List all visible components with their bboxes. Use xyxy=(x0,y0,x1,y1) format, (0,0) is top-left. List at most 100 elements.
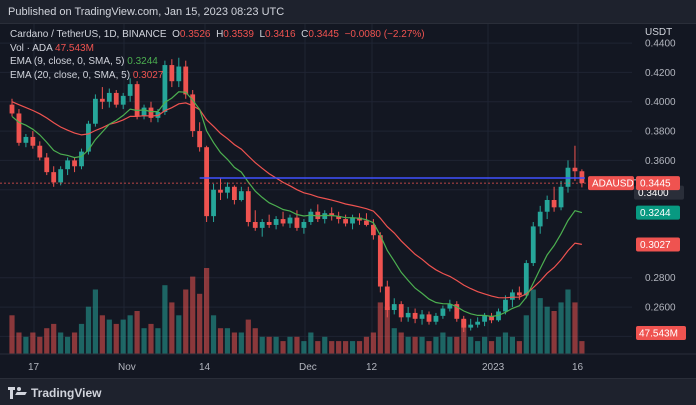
volume-bar xyxy=(356,341,363,354)
volume-bar xyxy=(238,332,244,354)
volume-bar xyxy=(349,341,356,354)
legend-ema9-row[interactable]: EMA (9, close, 0, SMA, 5) 0.3244 xyxy=(10,55,425,69)
candle xyxy=(72,157,77,173)
volume-bar xyxy=(294,336,300,354)
candle xyxy=(558,180,564,211)
volume-bar xyxy=(308,332,314,354)
volume-bar xyxy=(134,311,140,354)
candle xyxy=(523,260,529,299)
candle xyxy=(266,214,272,228)
volume-bar xyxy=(516,341,522,354)
volume-bar xyxy=(482,336,488,354)
candle xyxy=(315,204,321,222)
time-axis[interactable]: 17 Nov 14 Dec 12 2023 16 xyxy=(0,353,696,373)
volume-bar xyxy=(273,336,279,354)
candle xyxy=(572,145,578,181)
candle xyxy=(113,90,119,108)
x-tick: 16 xyxy=(572,362,584,373)
candle xyxy=(398,301,404,322)
volume-bar xyxy=(113,323,119,354)
y-tick: 0.2800 xyxy=(645,273,676,284)
chart-area[interactable]: Cardano / TetherUS, 1D, BINANCE O0.3526 … xyxy=(0,24,696,378)
volume-bar xyxy=(377,302,383,354)
volume-bar xyxy=(329,341,335,354)
volume-bar xyxy=(544,306,550,354)
candle xyxy=(176,57,182,88)
tradingview-brand[interactable]: TradingView xyxy=(8,386,101,400)
ema20-value: 0.3027 xyxy=(132,69,164,81)
candle xyxy=(447,299,453,312)
volume-bar xyxy=(162,285,168,354)
volume-bar xyxy=(343,341,349,354)
volume-bar xyxy=(419,336,425,354)
open-value: 0.3526 xyxy=(179,29,211,40)
close-label: C xyxy=(301,29,309,40)
volume-bar xyxy=(495,336,502,354)
volume-bar xyxy=(280,341,286,354)
volume-bar xyxy=(502,332,509,354)
candle xyxy=(99,87,105,110)
volume-bar xyxy=(315,341,321,354)
high-value: 0.3539 xyxy=(223,29,254,40)
candles xyxy=(9,57,585,332)
volume-bar xyxy=(336,341,342,354)
volume-bar xyxy=(287,336,293,354)
tradingview-wordmark: TradingView xyxy=(31,386,102,400)
candle xyxy=(134,81,140,120)
x-tick: 2023 xyxy=(482,362,505,373)
candle xyxy=(336,211,342,224)
ema9-line xyxy=(11,91,583,318)
candle xyxy=(58,166,64,186)
tradingview-logo-icon xyxy=(8,387,27,399)
candle xyxy=(245,186,251,227)
volume-bar xyxy=(9,315,15,354)
candle xyxy=(280,211,286,227)
volume-bar xyxy=(71,332,78,354)
symbol-price-tag: ADAUSDT xyxy=(588,176,640,191)
volume-value: 47.543M xyxy=(55,42,94,54)
volume-bar xyxy=(65,336,71,354)
volume-bar xyxy=(370,332,376,354)
candle xyxy=(510,289,515,308)
volume-bar xyxy=(204,268,210,354)
volume-bar xyxy=(217,328,224,354)
volume-bar xyxy=(412,336,418,354)
candle xyxy=(30,131,36,149)
volume-bar xyxy=(78,323,85,354)
volume-bar xyxy=(127,315,133,354)
candle xyxy=(238,186,244,202)
volume-bar xyxy=(141,328,147,354)
legend-volume-row[interactable]: Vol · ADA 47.543M xyxy=(10,42,425,56)
volume-bar xyxy=(51,323,57,354)
volume-bar xyxy=(148,323,154,354)
x-tick: 12 xyxy=(366,362,378,373)
candle xyxy=(405,307,411,322)
symbol-title[interactable]: Cardano / TetherUS, 1D, BINANCE xyxy=(10,29,167,40)
candle xyxy=(23,134,29,148)
price-axis[interactable]: USDT 0.4400 0.4200 0.4000 0.3800 0.3600 0.340… xyxy=(588,24,696,354)
volume-bar xyxy=(405,336,411,354)
candle xyxy=(322,210,328,224)
volume-tag: 47.543M xyxy=(636,326,686,340)
volume-bar xyxy=(92,289,98,354)
volume-bar xyxy=(16,332,22,354)
candle xyxy=(391,298,397,315)
legend-ema20-row[interactable]: EMA (20, close, 0, SMA, 5) 0.3027 xyxy=(10,69,425,83)
candle xyxy=(530,222,536,266)
x-tick: Dec xyxy=(299,362,317,373)
candlestick-chart[interactable]: USDT 0.4400 0.4200 0.4000 0.3800 0.3600 0.340… xyxy=(0,24,696,378)
candle xyxy=(503,295,508,315)
volume-bar xyxy=(468,336,474,354)
candle xyxy=(329,207,335,221)
candle xyxy=(377,232,383,293)
axis-currency: USDT xyxy=(645,27,672,38)
volume-bar xyxy=(509,336,515,354)
y-tick: 0.4000 xyxy=(645,97,676,108)
candle xyxy=(350,214,355,230)
candle xyxy=(65,157,70,176)
candle xyxy=(190,90,196,137)
candle xyxy=(426,311,432,325)
volume-bar xyxy=(183,289,189,354)
volume-bar xyxy=(44,328,50,354)
volume-bar xyxy=(565,289,571,354)
